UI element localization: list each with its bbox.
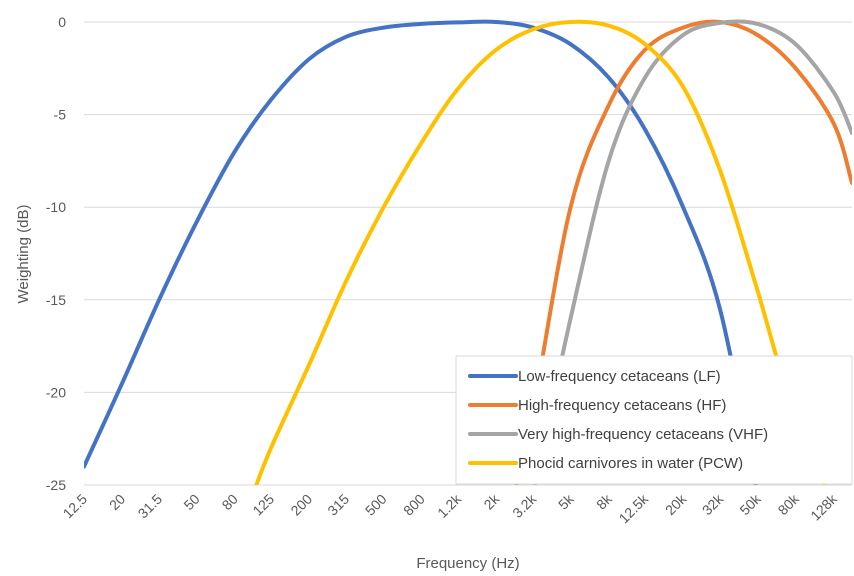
x-tick-label: 50 [180, 491, 202, 513]
series-line-2 [532, 19, 852, 485]
x-tick-label: 80k [775, 490, 803, 518]
legend-entry: Very high-frequency cetaceans (VHF) [518, 426, 768, 443]
series-line-0 [84, 19, 758, 485]
x-tick-label: 32k [699, 490, 727, 518]
y-tick-label: -5 [54, 107, 67, 123]
x-axis-title: Frequency (Hz) [416, 555, 519, 572]
x-tick-label: 31.5 [135, 491, 166, 522]
x-tick-label: 125 [249, 491, 277, 519]
legend-entry: High-frequency cetaceans (HF) [518, 397, 726, 414]
x-tick-label: 12.5 [60, 491, 91, 522]
x-tick-label: 8k [593, 490, 615, 512]
y-tick-label: 0 [58, 14, 66, 30]
y-tick-label: -20 [46, 384, 66, 400]
x-tick-label: 200 [287, 491, 315, 519]
legend-entry: Low-frequency cetaceans (LF) [518, 368, 721, 385]
legend-box [455, 355, 853, 485]
x-tick-label: 20k [662, 490, 690, 518]
x-tick-label: 80 [219, 491, 241, 513]
x-tick-label: 1.2k [434, 490, 465, 521]
x-tick-label: 128k [807, 490, 840, 523]
x-tick-label: 800 [400, 491, 428, 519]
series-lines [84, 19, 852, 485]
x-tick-label: 315 [324, 491, 352, 519]
y-axis-title: Weighting (dB) [15, 205, 32, 304]
x-tick-label: 12.5k [616, 490, 652, 526]
x-tick-label: 50k [736, 490, 764, 518]
x-tick-label: 3.2k [509, 490, 540, 521]
y-tick-label: -15 [46, 292, 66, 308]
legend-entry: Phocid carnivores in water (PCW) [518, 455, 743, 472]
x-tick-labels: 12.5 20 31.5 50 80 125 200 315 500 800 1.2k 2k 3.2k 5… [60, 490, 841, 526]
series-line-3 [254, 19, 827, 485]
x-tick-label: 20 [106, 491, 128, 513]
x-tick-label: 5k [555, 490, 577, 512]
y-tick-labels: 0 -5 -10 -15 -20 -25 [46, 14, 66, 493]
x-tick-label: 500 [362, 491, 390, 519]
legend: Low-frequency cetaceans (LF) High-frequen… [455, 355, 853, 485]
y-tick-label: -25 [46, 477, 66, 493]
series-line-1 [514, 19, 852, 485]
x-tick-label: 2k [480, 490, 502, 512]
y-tick-label: -10 [46, 199, 66, 215]
